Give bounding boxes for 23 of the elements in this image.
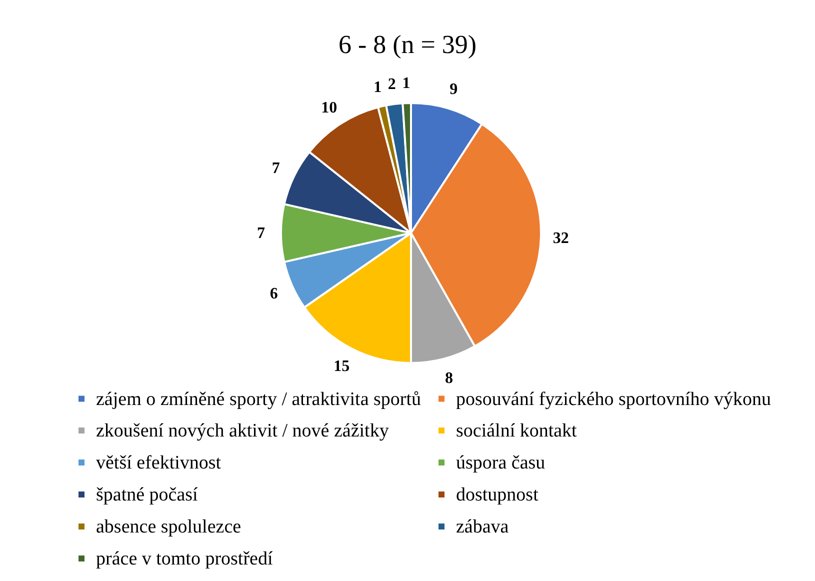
legend-label: špatné počasí bbox=[96, 484, 199, 506]
legend-label: sociální kontakt bbox=[456, 420, 578, 442]
legend-label: větší efektivnost bbox=[96, 452, 222, 474]
data-label: 1 bbox=[374, 78, 382, 96]
legend-label: posouvání fyzického sportovního výkonu bbox=[456, 388, 772, 410]
data-label: 8 bbox=[445, 370, 454, 388]
data-label: 6 bbox=[270, 286, 278, 303]
data-label: 2 bbox=[388, 76, 396, 94]
data-label: 10 bbox=[321, 99, 338, 116]
data-label: 1 bbox=[402, 75, 410, 92]
data-label: 7 bbox=[257, 225, 265, 242]
data-label: 15 bbox=[334, 358, 350, 375]
legend-label: absence spolulezce bbox=[96, 516, 242, 538]
data-label: 7 bbox=[272, 160, 280, 177]
legend-label: práce v tomto prostředí bbox=[96, 548, 274, 570]
chart-title: 6 - 8 (n = 39) bbox=[338, 30, 477, 59]
data-label: 32 bbox=[552, 230, 569, 247]
legend-label: zábava bbox=[456, 516, 510, 538]
data-label: 9 bbox=[450, 81, 458, 98]
legend-label: úspora času bbox=[456, 452, 546, 474]
legend-label: dostupnost bbox=[456, 484, 540, 506]
legend-label: zkoušení nových aktivit / nové zážitky bbox=[96, 420, 390, 442]
legend-label: zájem o zmíněné sporty / atraktivita sportů bbox=[96, 388, 422, 410]
